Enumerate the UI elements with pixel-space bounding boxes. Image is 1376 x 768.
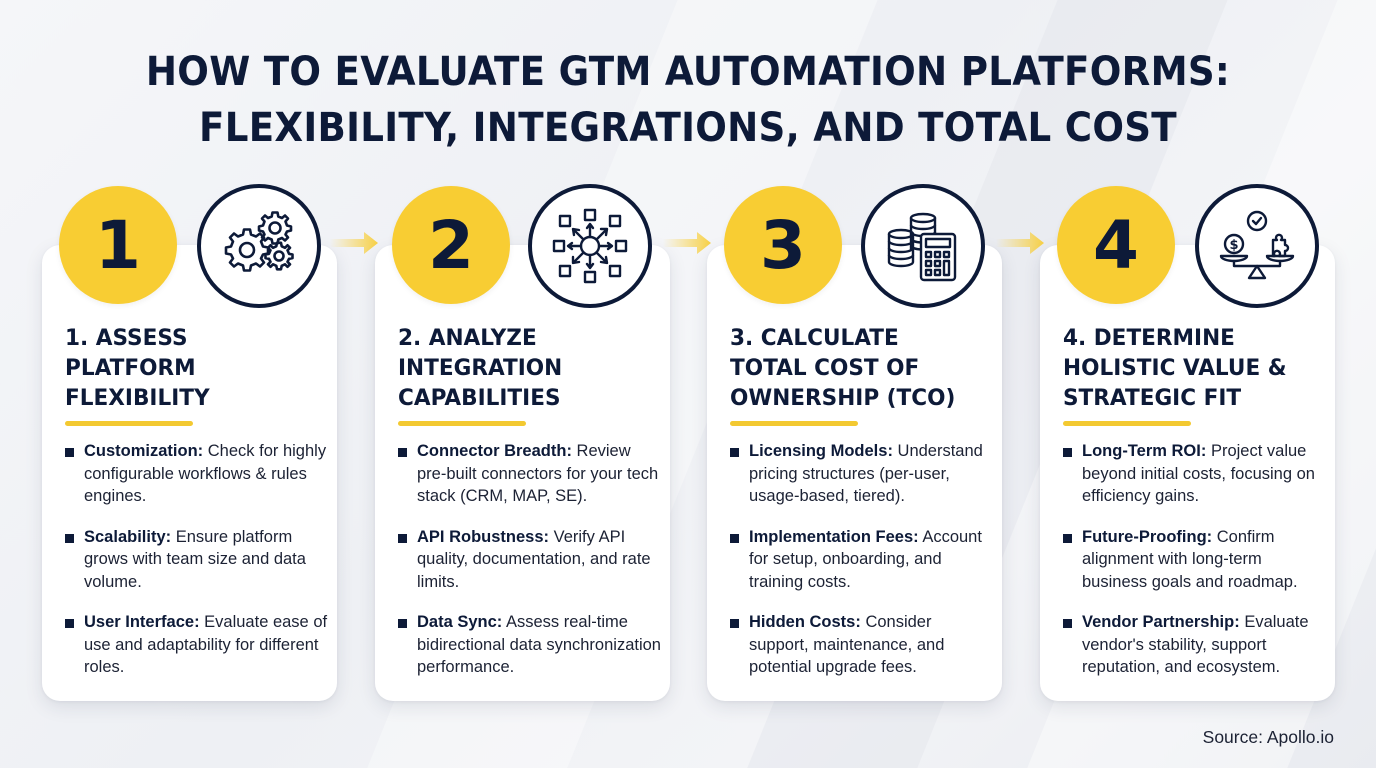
arrow-right-icon — [663, 232, 711, 254]
accent-divider — [398, 421, 526, 426]
accent-divider — [1063, 421, 1191, 426]
list-item: API Robustness: Verify API quality, docu… — [398, 526, 663, 594]
list-item: Future-Proofing: Confirm alignment with … — [1063, 526, 1328, 594]
bullet-list: Long-Term ROI: Project value beyond init… — [1063, 440, 1328, 697]
list-item: Data Sync: Assess real-time bidirectiona… — [398, 611, 663, 679]
step-card-1: 1. ASSESS PLATFORM FLEXIBILITY Customiza… — [42, 245, 337, 701]
step-number-badge: 4 — [1057, 186, 1175, 304]
step-card-3: 3. CALCULATE TOTAL COST OF OWNERSHIP (TC… — [707, 245, 1002, 701]
source-credit: Source: Apollo.io — [1202, 727, 1334, 747]
list-item: Connector Breadth: Review pre-built conn… — [398, 440, 663, 508]
accent-divider — [65, 421, 193, 426]
step-title: 3. CALCULATE TOTAL COST OF OWNERSHIP (TC… — [730, 325, 956, 411]
integration-hub-icon — [528, 184, 652, 308]
list-item: Vendor Partnership: Evaluate vendor's st… — [1063, 611, 1328, 679]
balance-scale-icon: $ — [1195, 184, 1319, 308]
bullet-list: Customization: Check for highly configur… — [65, 440, 330, 697]
gears-icon — [197, 184, 321, 308]
bullet-list: Connector Breadth: Review pre-built conn… — [398, 440, 663, 697]
step-number-badge: 1 — [59, 186, 177, 304]
page-title: HOW TO EVALUATE GTM AUTOMATION PLATFORMS… — [48, 44, 1328, 156]
bullet-list: Licensing Models: Understand pricing str… — [730, 440, 995, 697]
list-item: Customization: Check for highly configur… — [65, 440, 330, 508]
arrow-right-icon — [996, 232, 1044, 254]
title-line-1: HOW TO EVALUATE GTM AUTOMATION PLATFORMS… — [145, 49, 1231, 95]
step-number-badge: 3 — [724, 186, 842, 304]
accent-divider — [730, 421, 858, 426]
svg-text:$: $ — [1229, 238, 1238, 253]
step-number-badge: 2 — [392, 186, 510, 304]
step-title: 2. ANALYZE INTEGRATION CAPABILITIES — [398, 325, 563, 411]
list-item: Licensing Models: Understand pricing str… — [730, 440, 995, 508]
step-title: 4. DETERMINE HOLISTIC VALUE & STRATEGIC … — [1063, 325, 1287, 411]
list-item: Scalability: Ensure platform grows with … — [65, 526, 330, 594]
title-line-2: FLEXIBILITY, INTEGRATIONS, AND TOTAL COS… — [199, 105, 1177, 151]
arrow-right-icon — [330, 232, 378, 254]
coins-calculator-icon — [861, 184, 985, 308]
step-card-4: 4. DETERMINE HOLISTIC VALUE & STRATEGIC … — [1040, 245, 1335, 701]
list-item: Implementation Fees: Account for setup, … — [730, 526, 995, 594]
step-card-2: 2. ANALYZE INTEGRATION CAPABILITIES Conn… — [375, 245, 670, 701]
list-item: User Interface: Evaluate ease of use and… — [65, 611, 330, 679]
list-item: Long-Term ROI: Project value beyond init… — [1063, 440, 1328, 508]
step-title: 1. ASSESS PLATFORM FLEXIBILITY — [65, 325, 210, 411]
list-item: Hidden Costs: Consider support, maintena… — [730, 611, 995, 679]
